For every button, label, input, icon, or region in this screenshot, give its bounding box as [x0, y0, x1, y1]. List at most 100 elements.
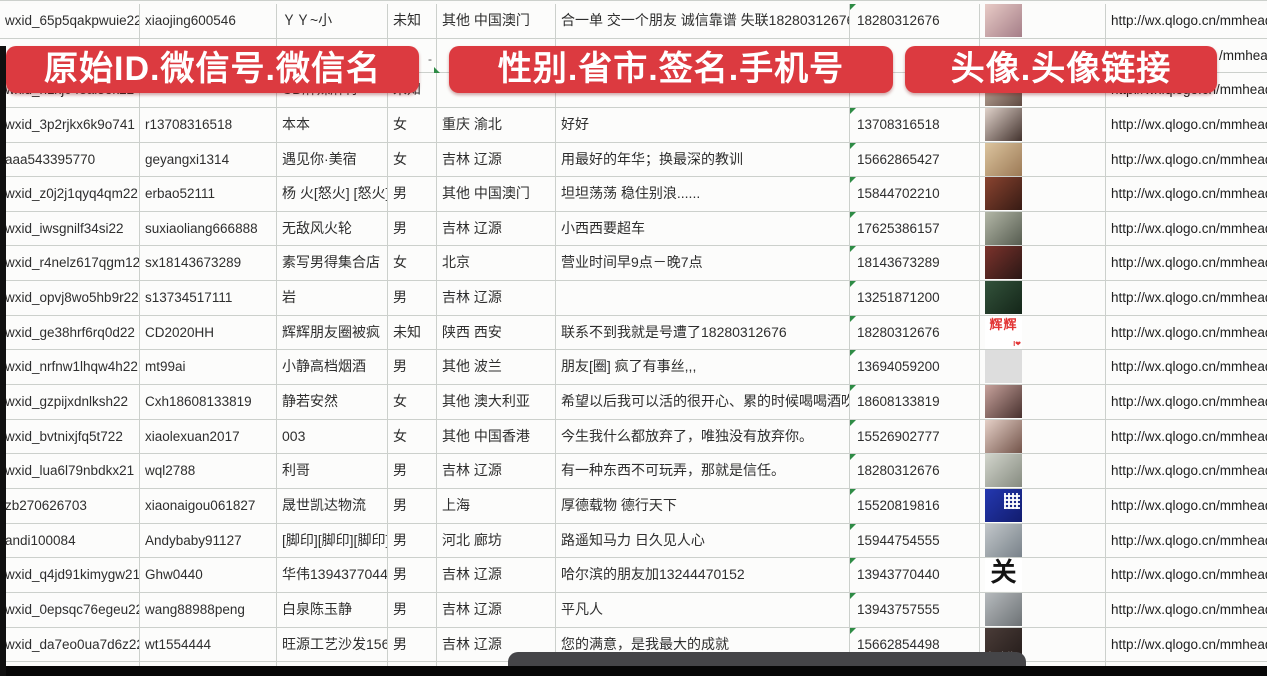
cell-region[interactable]: 吉林 辽源: [437, 142, 556, 177]
cell-region[interactable]: 其他 澳大利亚: [437, 385, 556, 419]
cell-region[interactable]: 吉林 辽源: [437, 627, 556, 662]
cell-region[interactable]: 吉林 辽源: [437, 592, 556, 627]
cell-wechat-name[interactable]: 小静高档烟酒: [277, 350, 388, 385]
cell-phone[interactable]: 15662865427: [850, 142, 980, 177]
cell-wechat-id[interactable]: CD2020HH: [140, 315, 277, 350]
cell-original-id[interactable]: wxid_r4nelz617qgm12: [0, 246, 140, 281]
cell-avatar[interactable]: [980, 523, 1106, 558]
cell-region[interactable]: 其他 中国澳门: [437, 177, 556, 211]
avatar-image[interactable]: [985, 419, 1022, 453]
cell-signature[interactable]: 有一种东西不可玩弄，那就是信任。: [556, 454, 850, 488]
cell-avatar[interactable]: [980, 419, 1106, 454]
cell-phone[interactable]: 15844702210: [850, 177, 980, 211]
cell-region[interactable]: 吉林 辽源: [437, 558, 556, 592]
cell-original-id[interactable]: wxid_nrfnw1lhqw4h22: [0, 350, 140, 385]
cell-wechat-id[interactable]: xiaojing600546: [140, 4, 277, 38]
cell-avatar-url[interactable]: http://wx.qlogo.cn/mmhead: [1111, 601, 1267, 617]
cell-avatar-url[interactable]: http://wx.qlogo.cn/mmhead: [1111, 497, 1267, 513]
cell-signature[interactable]: 合一单 交一个朋友 诚信靠谱 失联18280312676: [556, 4, 850, 38]
cell-original-id[interactable]: wxid_gzpijxdnlksh22: [0, 385, 140, 419]
cell-gender[interactable]: 女: [388, 246, 437, 281]
cell-avatar-url[interactable]: http://wx.qlogo.cn/mmhead: [1111, 186, 1267, 202]
avatar-image[interactable]: 关: [985, 558, 1022, 592]
cell-region[interactable]: 上海: [437, 488, 556, 523]
cell-gender[interactable]: 未知: [388, 315, 437, 350]
cell-original-id[interactable]: aaa543395770: [0, 142, 140, 177]
cell-avatar-url[interactable]: http://wx.qlogo.cn/mmhead: [1111, 394, 1267, 410]
cell-gender[interactable]: 女: [388, 142, 437, 177]
cell-signature[interactable]: [556, 281, 850, 315]
cell-avatar-url[interactable]: http://wx.qlogo.cn/mmhead: [1111, 324, 1267, 340]
cell-wechat-name[interactable]: 华伟13943770440: [277, 558, 388, 592]
cell-wechat-id[interactable]: geyangxi1314: [140, 142, 277, 177]
cell-region[interactable]: 吉林 辽源: [437, 454, 556, 488]
cell-signature[interactable]: 用最好的年华；换最深的教训: [556, 142, 850, 177]
cell-original-id[interactable]: wxid_0epsqc76egeu22: [0, 592, 140, 627]
cell-wechat-id[interactable]: wang88988peng: [140, 592, 277, 627]
cell-phone[interactable]: 18280312676: [850, 454, 980, 488]
cell-region[interactable]: 吉林 辽源: [437, 211, 556, 246]
cell-gender[interactable]: 男: [388, 211, 437, 246]
cell-wechat-name[interactable]: 静若安然: [277, 385, 388, 419]
cell-original-id[interactable]: wxid_lua6l79nbdkx21: [0, 454, 140, 488]
cell-wechat-name[interactable]: 003: [277, 419, 388, 454]
cell-avatar-url[interactable]: http://wx.qlogo.cn/mmhead: [1111, 463, 1267, 479]
cell-wechat-name[interactable]: 杨 火[怒火] [怒火]: [277, 177, 388, 211]
cell-avatar[interactable]: [980, 385, 1106, 419]
cell-avatar-url[interactable]: http://wx.qlogo.cn/mmhead: [1111, 151, 1267, 167]
cell-region[interactable]: 其他 中国香港: [437, 419, 556, 454]
avatar-image[interactable]: [985, 281, 1022, 315]
cell-wechat-name[interactable]: 利哥: [277, 454, 388, 488]
cell-avatar-url[interactable]: http://wx.qlogo.cn/mmhead: [1111, 567, 1267, 583]
cell-wechat-id[interactable]: erbao52111: [140, 177, 277, 211]
cell-signature[interactable]: 营业时间早9点－晚7点: [556, 246, 850, 281]
avatar-image[interactable]: [985, 246, 1022, 280]
cell-avatar-url[interactable]: http://wx.qlogo.cn/mmhead: [1111, 116, 1267, 132]
cell-avatar[interactable]: [980, 211, 1106, 246]
cell-avatar-url[interactable]: http://wx.qlogo.cn/mmhead,: [1111, 636, 1267, 652]
cell-phone[interactable]: 17625386157: [850, 211, 980, 246]
cell-phone[interactable]: 15526902777: [850, 419, 980, 454]
cell-wechat-id[interactable]: wql2788: [140, 454, 277, 488]
cell-signature[interactable]: 小西西要超车: [556, 211, 850, 246]
cell-gender[interactable]: 男: [388, 454, 437, 488]
cell-avatar[interactable]: [980, 350, 1106, 385]
cell-wechat-id[interactable]: mt99ai: [140, 350, 277, 385]
cell-original-id[interactable]: wxid_q4jd91kimygw21: [0, 558, 140, 592]
avatar-image[interactable]: [985, 523, 1022, 557]
cell-phone[interactable]: 13943757555: [850, 592, 980, 627]
cell-gender[interactable]: 女: [388, 107, 437, 142]
cell-avatar[interactable]: [980, 592, 1106, 627]
cell-region[interactable]: 其他 波兰: [437, 350, 556, 385]
cell-wechat-id[interactable]: xiaonaigou061827: [140, 488, 277, 523]
cell-signature[interactable]: 坦坦荡荡 稳住别浪......: [556, 177, 850, 211]
cell-phone[interactable]: 18143673289: [850, 246, 980, 281]
avatar-image[interactable]: [985, 211, 1022, 245]
cell-wechat-id[interactable]: r13708316518: [140, 107, 277, 142]
cell-phone[interactable]: 15662854498: [850, 627, 980, 662]
cell-gender[interactable]: 男: [388, 350, 437, 385]
cell-avatar[interactable]: [980, 177, 1106, 211]
cell-avatar-url[interactable]: /mmhead: [1219, 47, 1267, 63]
cell-avatar[interactable]: [980, 142, 1106, 177]
cell-wechat-name[interactable]: 岩: [277, 281, 388, 315]
cell-original-id[interactable]: wxid_z0j2j1qyq4qm22: [0, 177, 140, 211]
cell-gender[interactable]: 男: [388, 592, 437, 627]
cell-wechat-id[interactable]: suxiaoliang666888: [140, 211, 277, 246]
cell-wechat-name[interactable]: 辉辉朋友圈被疯: [277, 315, 388, 350]
avatar-image[interactable]: [985, 385, 1022, 419]
cell-avatar[interactable]: [980, 488, 1106, 523]
cell-wechat-id[interactable]: Cxh18608133819: [140, 385, 277, 419]
cell-original-id[interactable]: wxid_65p5qakpwuie22: [0, 4, 140, 38]
cell-avatar[interactable]: [980, 454, 1106, 488]
avatar-image[interactable]: [985, 107, 1022, 141]
cell-gender[interactable]: 男: [388, 627, 437, 662]
cell-phone[interactable]: 13943770440: [850, 558, 980, 592]
avatar-image[interactable]: [985, 488, 1022, 522]
cell-original-id[interactable]: wxid_bvtnixjfq5t722: [0, 419, 140, 454]
cell-gender[interactable]: 未知: [388, 4, 437, 38]
cell-wechat-id[interactable]: Ghw0440: [140, 558, 277, 592]
cell-wechat-name[interactable]: 遇见你·美宿: [277, 142, 388, 177]
cell-wechat-name[interactable]: 白泉陈玉静: [277, 592, 388, 627]
cell-original-id[interactable]: zb270626703: [0, 488, 140, 523]
